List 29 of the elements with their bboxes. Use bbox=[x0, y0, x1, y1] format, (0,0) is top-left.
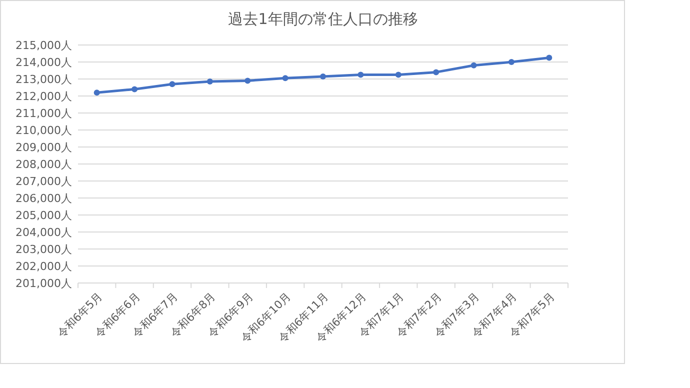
point bbox=[244, 78, 251, 84]
point bbox=[508, 59, 514, 65]
y-tick-label: 212,000人 bbox=[16, 90, 72, 103]
y-tick-label: 211,000人 bbox=[16, 106, 72, 120]
y-tick-label: 203,000人 bbox=[16, 242, 72, 256]
point bbox=[132, 86, 138, 92]
y-tick-label: 210,000人 bbox=[16, 124, 72, 137]
y-tick-label: 202,000人 bbox=[16, 260, 72, 273]
point bbox=[470, 62, 477, 68]
y-tick-label: 213,000人 bbox=[16, 72, 72, 86]
y-tick-label: 205,000人 bbox=[16, 208, 72, 222]
y-tick-label: 214,000人 bbox=[16, 56, 72, 69]
y-tick-label: 215,000人 bbox=[16, 38, 72, 52]
y-tick-label: 204,000人 bbox=[16, 226, 72, 239]
point bbox=[206, 78, 213, 85]
y-tick-label: 209,000人 bbox=[16, 140, 72, 154]
point bbox=[395, 72, 402, 78]
y-tick-label: 201,000人 bbox=[16, 276, 72, 290]
point bbox=[94, 90, 100, 96]
point bbox=[169, 81, 176, 88]
y-tick-label: 207,000人 bbox=[16, 174, 72, 188]
y-tick-label: 208,000人 bbox=[16, 158, 72, 171]
chart-title: 過去1年間の常住人口の推移 bbox=[228, 10, 418, 28]
point bbox=[433, 69, 440, 76]
point bbox=[320, 73, 326, 80]
point bbox=[546, 54, 552, 61]
point bbox=[282, 75, 288, 82]
point bbox=[358, 72, 364, 78]
y-tick-label: 206,000人 bbox=[16, 192, 72, 205]
